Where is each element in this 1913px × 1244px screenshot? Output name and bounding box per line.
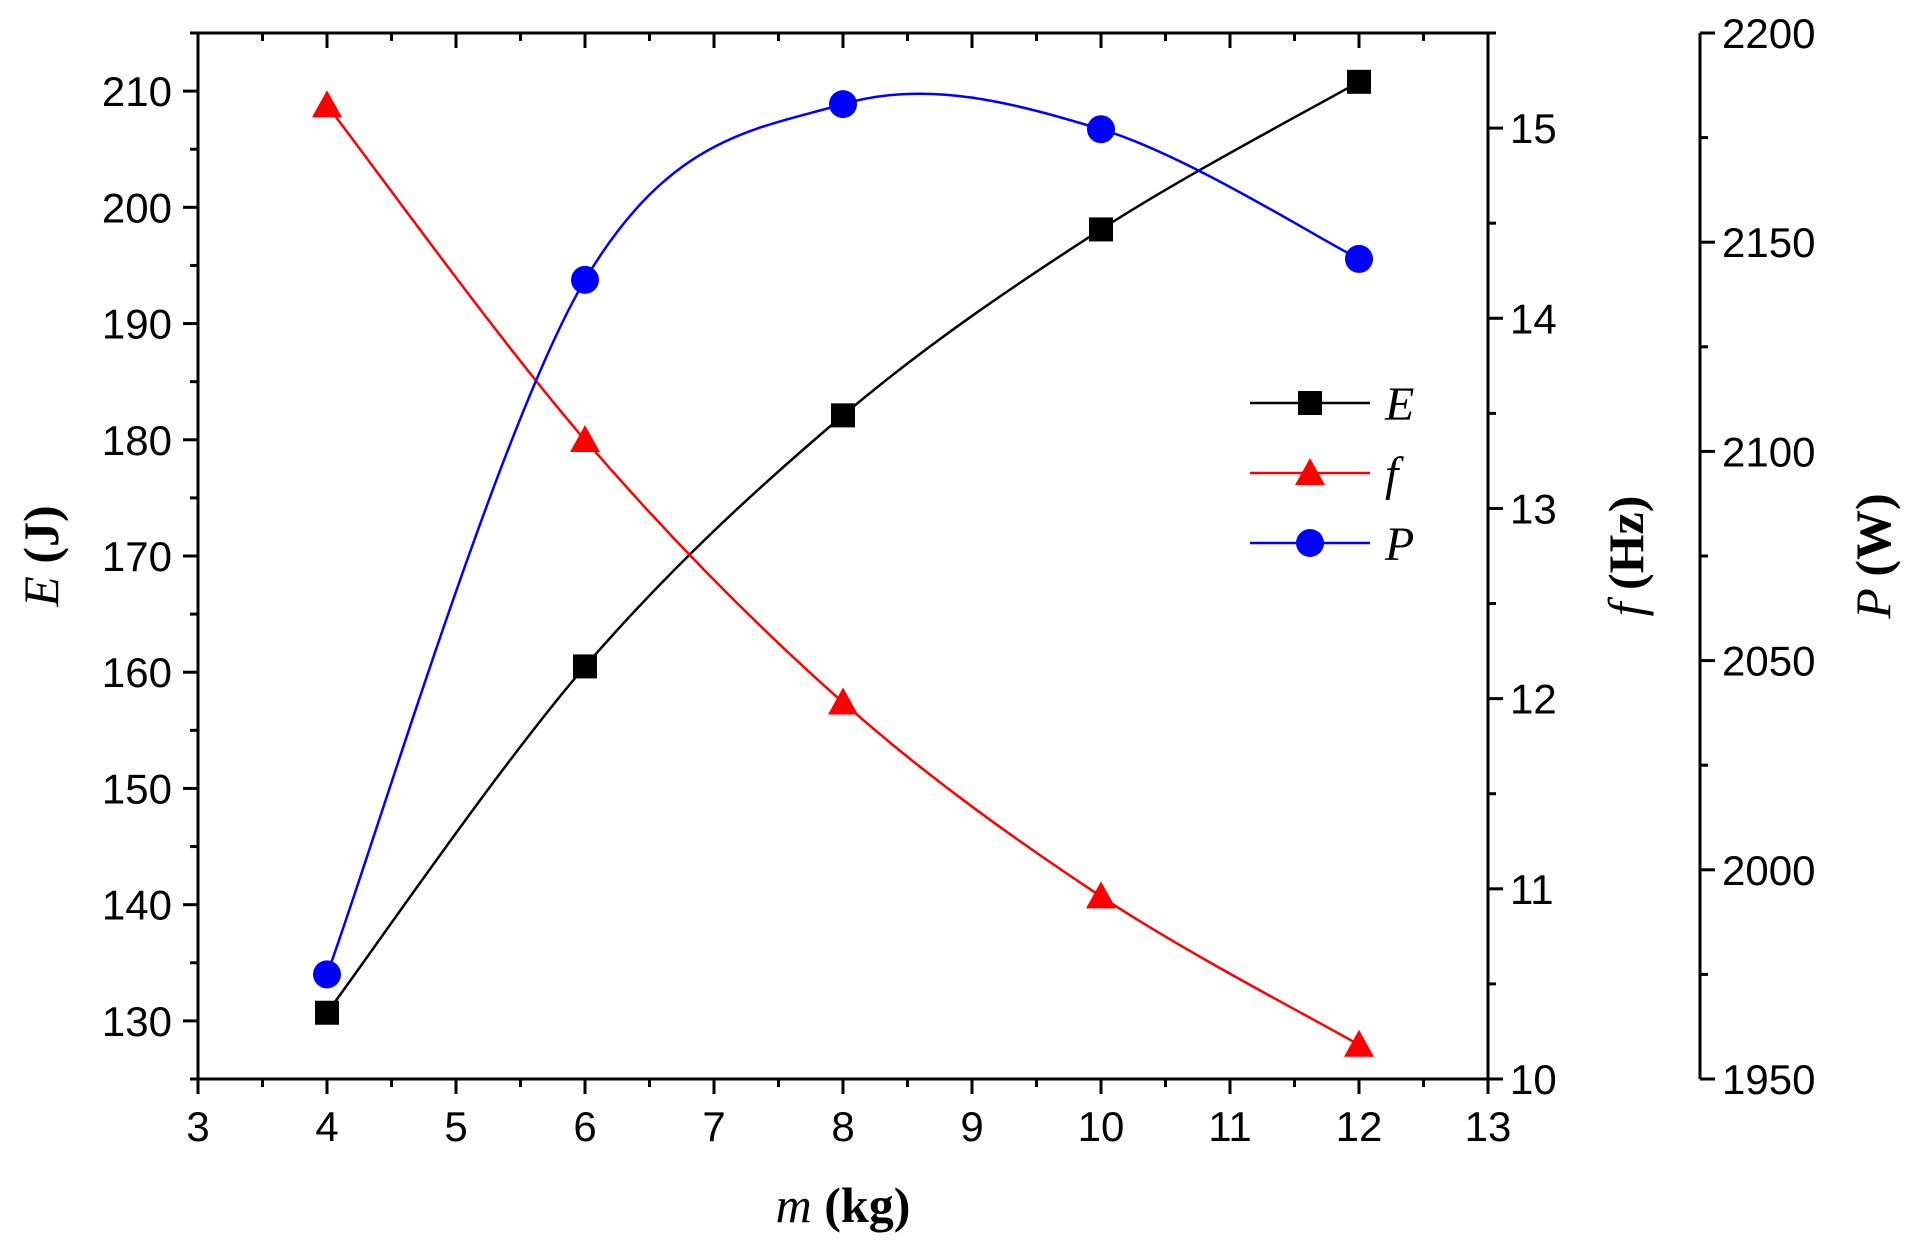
f-tick-label: 13	[1510, 485, 1557, 532]
legend-marker-E	[1298, 391, 1322, 415]
series-line-E	[325, 80, 1360, 1014]
x-tick-label: 13	[1465, 1103, 1512, 1150]
series-point-f	[312, 90, 342, 118]
e-tick-label: 170	[102, 533, 172, 580]
series-point-E	[573, 654, 597, 679]
series-point-E	[315, 1000, 339, 1025]
series-point-P	[571, 265, 599, 294]
series-line-P	[325, 92, 1360, 975]
legend-label-E: E	[1384, 378, 1414, 431]
axes: 3 4 5 6 7 8 9 10 11 12 13 130 140 150 160 170 180 190 200 2…	[102, 10, 1816, 1150]
e-tick-label: 150	[102, 765, 172, 812]
legend-marker-f	[1295, 458, 1325, 485]
series-point-P	[829, 90, 857, 119]
f-tick-label: 10	[1510, 1056, 1557, 1103]
series-point-P	[1345, 244, 1373, 273]
x-tick-label: 12	[1336, 1103, 1383, 1150]
series-point-P	[1087, 115, 1115, 144]
x-axis-title-unit: (kg)	[824, 1177, 910, 1233]
series-point-E	[831, 403, 855, 428]
legend: EfP	[1250, 378, 1414, 571]
p-axis-title-unit: (W)	[1845, 493, 1901, 576]
x-axis-title: m (kg)	[776, 1177, 911, 1233]
f-tick-label: 14	[1510, 295, 1557, 342]
series-point-E	[1089, 217, 1113, 242]
f-tick-label: 12	[1510, 676, 1557, 723]
x-axis-title-var: m	[776, 1177, 825, 1233]
p-tick-label: 2100	[1722, 428, 1815, 475]
e-tick-label: 160	[102, 649, 172, 696]
series-point-E	[1347, 69, 1371, 94]
series-point-f	[1344, 1029, 1374, 1057]
e-tick-label: 210	[102, 68, 172, 115]
e-tick-label: 200	[102, 184, 172, 231]
x-tick-label: 7	[702, 1103, 725, 1150]
e-tick-label: 190	[102, 301, 172, 348]
e-tick-label: 180	[102, 417, 172, 464]
legend-marker-P	[1296, 529, 1324, 557]
f-axis-title-var: f	[1598, 590, 1654, 616]
series-point-f	[570, 424, 600, 452]
series-point-P	[313, 960, 341, 989]
p-tick-label: 2200	[1722, 10, 1815, 57]
x-tick-label: 4	[315, 1103, 338, 1150]
f-axis-title: f (Hz)	[1598, 496, 1654, 617]
x-tick-label: 11	[1208, 1103, 1252, 1150]
e-axis-title-var: E	[13, 564, 69, 608]
p-axis-title: P (W)	[1845, 493, 1901, 619]
e-axis-title: E (J)	[13, 505, 69, 607]
series-point-f	[1086, 881, 1116, 909]
x-tick-label: 6	[573, 1103, 596, 1150]
x-tick-label: 3	[186, 1103, 209, 1150]
f-tick-label: 11	[1510, 866, 1554, 913]
p-tick-label: 2150	[1722, 219, 1815, 266]
series-point-f	[828, 687, 858, 715]
x-tick-label: 9	[960, 1103, 983, 1150]
series-line-f	[326, 104, 1360, 1046]
p-tick-label: 1950	[1722, 1056, 1815, 1103]
p-tick-label: 2000	[1722, 847, 1815, 894]
legend-label-f: f	[1385, 448, 1404, 501]
p-axis-title-var: P	[1845, 577, 1901, 620]
e-axis-title-unit: (J)	[13, 505, 69, 563]
series-layer	[312, 69, 1374, 1057]
x-tick-label: 8	[831, 1103, 854, 1150]
x-tick-label: 5	[444, 1103, 467, 1150]
axis-titles: m (kg) E (J) f (Hz) P (W)	[13, 493, 1901, 1233]
x-tick-label: 10	[1078, 1103, 1125, 1150]
legend-label-P: P	[1384, 518, 1414, 571]
e-tick-label: 140	[102, 882, 172, 929]
p-tick-label: 2050	[1722, 638, 1815, 685]
f-axis-title-unit: (Hz)	[1598, 496, 1654, 590]
f-tick-label: 15	[1510, 105, 1557, 152]
e-tick-label: 130	[102, 998, 172, 1045]
